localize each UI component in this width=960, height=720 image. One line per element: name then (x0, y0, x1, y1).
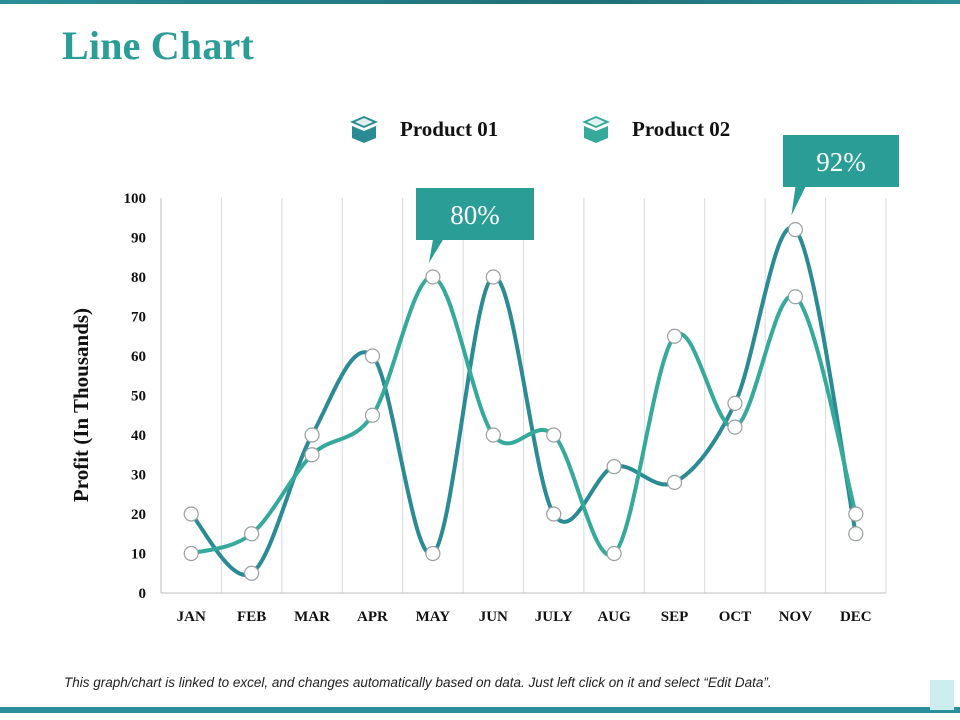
box-icon-body (584, 126, 608, 143)
y-tick-label: 40 (131, 428, 146, 444)
data-point-series-2 (304, 447, 320, 463)
y-axis-label: Profit (In Thousands) (69, 308, 93, 502)
data-point-series-1 (485, 269, 501, 285)
bottom-accent-bar (0, 707, 960, 713)
data-point-series-1 (546, 506, 562, 522)
data-point-series-1 (727, 395, 743, 411)
y-tick-label: 100 (124, 191, 147, 207)
data-point-series-1 (425, 545, 441, 562)
callout-label: 92% (816, 147, 866, 177)
legend-item-2: Product 02 (582, 116, 730, 143)
data-point-series-2 (666, 328, 683, 344)
x-tick-label: MAR (294, 609, 330, 625)
x-tick-label: APR (357, 609, 388, 625)
y-tick-label: 90 (131, 231, 146, 247)
box-icon-body (352, 126, 376, 143)
footer-note: This graph/chart is linked to excel, and… (64, 675, 772, 690)
y-tick-label: 0 (139, 586, 147, 602)
data-point-series-1 (606, 459, 622, 475)
data-point-series-2 (848, 506, 864, 522)
grid-layer (160, 198, 887, 593)
y-tick-label: 70 (131, 310, 146, 326)
legend: Product 01 Product 02 (350, 116, 730, 143)
corner-decoration (930, 680, 954, 710)
data-point-series-2 (727, 419, 743, 435)
legend-item-1: Product 01 (350, 116, 498, 143)
data-point-series-1 (787, 222, 803, 238)
top-accent-bar (0, 0, 960, 4)
x-tick-label: JULY (535, 609, 573, 625)
x-tick-label: SEP (661, 609, 689, 625)
data-point-series-2 (244, 526, 260, 542)
data-point-series-1 (244, 565, 260, 581)
box-icon-inner (355, 118, 373, 126)
callout-nov: 92% (783, 135, 899, 216)
data-point-series-1 (848, 526, 864, 542)
x-tick-label: JAN (177, 609, 206, 625)
x-tick-label: OCT (719, 609, 752, 625)
y-tick-label: 10 (131, 547, 146, 563)
data-point-series-1 (183, 506, 199, 522)
legend-label: Product 01 (400, 117, 498, 141)
data-point-series-1 (304, 427, 320, 443)
slide-title: Line Chart (62, 23, 254, 68)
callout-box (783, 135, 899, 216)
x-tick-label: JUN (479, 609, 508, 625)
x-tick-label: NOV (779, 609, 813, 625)
x-tick-label: AUG (597, 609, 631, 625)
data-point-series-2 (364, 407, 381, 423)
data-point-series-2 (183, 545, 199, 562)
y-tick-label: 60 (131, 349, 146, 365)
axis-layer: 0 10 20 30 40 50 60 70 80 90 100 JAN FEB MAR APR MAY JUN… (124, 191, 886, 625)
data-point-series-2 (787, 289, 803, 305)
y-tick-label: 80 (131, 270, 146, 286)
box-icon (582, 116, 610, 143)
marker-layer (183, 222, 864, 581)
x-tick-label: MAY (416, 609, 451, 625)
legend-label: Product 02 (632, 117, 730, 141)
y-tick-label: 20 (131, 507, 146, 523)
line-chart[interactable]: 0 10 20 30 40 50 60 70 80 90 100 JAN FEB MAR APR MAY JUN… (0, 0, 960, 670)
callout-layer: 80% 92% (416, 135, 899, 263)
data-point-series-1 (666, 474, 683, 490)
data-point-series-2 (425, 269, 441, 285)
box-icon-inner (587, 118, 605, 126)
data-point-series-2 (606, 545, 622, 562)
box-icon (350, 116, 378, 143)
data-point-series-2 (485, 427, 501, 443)
x-tick-label: DEC (840, 609, 872, 625)
y-tick-label: 30 (131, 468, 146, 484)
data-point-series-1 (364, 348, 381, 364)
callout-may: 80% (416, 188, 534, 263)
x-tick-label: FEB (237, 609, 266, 625)
y-tick-label: 50 (131, 389, 146, 405)
callout-label: 80% (450, 200, 500, 230)
data-point-series-2 (546, 427, 562, 443)
callout-box (416, 188, 534, 263)
